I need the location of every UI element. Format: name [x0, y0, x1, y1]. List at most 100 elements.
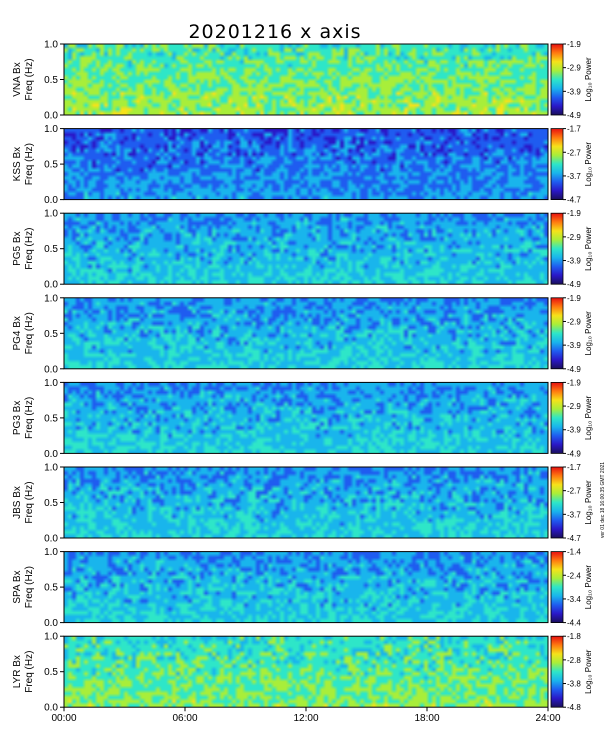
colorbar-tick-label: -4.9 [567, 280, 581, 289]
panel-kss: 0.0 0.5 1.0 KSS Bx Freq (Hz) -1.7 -2.7 -3.7 -4.7… [12, 124, 593, 206]
y-axis-station-label: PG4 Bx [12, 316, 23, 350]
y-tick-label: 1.0 [44, 378, 58, 389]
colorbar-tick-label: -3.9 [567, 341, 581, 350]
spectrogram-image [64, 551, 548, 623]
spectrogram-image [64, 44, 548, 115]
colorbar-label: Log₁₀ Power [584, 480, 593, 525]
y-tick-label: 1.0 [44, 632, 58, 643]
colorbar-tick-label: -3.9 [567, 426, 581, 435]
y-tick-label: 0.0 [44, 280, 58, 291]
colorbar-tick-label: -1.9 [567, 209, 581, 218]
y-tick-label: 0.5 [44, 75, 58, 86]
colorbar-tick-label: -1.9 [567, 378, 581, 387]
colorbar-tick-label: -2.9 [567, 233, 581, 242]
colorbar-tick-label: -2.9 [567, 317, 581, 326]
colorbar-tick-label: -2.8 [567, 656, 581, 665]
colorbar-tick-label: -2.9 [567, 64, 581, 73]
y-tick-label: 1.0 [44, 124, 58, 135]
colorbar [550, 43, 564, 116]
colorbar-tick-label: -4.7 [567, 196, 581, 205]
colorbar-tick-label: -2.7 [567, 487, 581, 496]
y-axis-station-label: PG3 Bx [12, 401, 23, 435]
colorbar-tick-label: -4.9 [567, 111, 581, 120]
colorbar-tick-label: -1.9 [567, 294, 581, 303]
y-tick-label: 1.0 [44, 293, 58, 304]
y-axis-freq-label: Freq (Hz) [24, 58, 35, 100]
colorbar-tick-label: -4.9 [567, 365, 581, 374]
y-tick-label: 0.5 [44, 413, 58, 424]
panel-pg3: 0.0 0.5 1.0 PG3 Bx Freq (Hz) -1.9 -2.9 -3.9 -4.9… [12, 378, 593, 460]
colorbar-tick-label: -4.8 [567, 703, 581, 712]
y-axis-freq-label: Freq (Hz) [24, 397, 35, 439]
colorbar-tick-label: -3.9 [567, 87, 581, 96]
colorbar-tick-label: -3.4 [567, 595, 581, 604]
y-axis-freq-label: Freq (Hz) [24, 481, 35, 523]
y-tick-label: 0.0 [44, 449, 58, 460]
y-tick-label: 0.0 [44, 534, 58, 545]
y-axis-station-label: SPA Bx [12, 571, 23, 604]
colorbar-tick-label: -1.4 [567, 548, 581, 557]
y-tick-label: 0.0 [44, 618, 58, 629]
colorbar-label: Log₁₀ Power [584, 142, 593, 187]
spectrogram-image [64, 213, 548, 285]
y-axis-station-label: JBS Bx [12, 486, 23, 519]
x-tick-label: 18:00 [414, 713, 439, 724]
y-axis-station-label: LYR Bx [12, 655, 23, 688]
colorbar-label: Log₁₀ Power [584, 311, 593, 356]
x-tick-label: 12:00 [293, 713, 318, 724]
y-tick-label: 0.0 [44, 364, 58, 375]
y-axis-station-label: KSS Bx [12, 147, 23, 181]
colorbar-label: Log₁₀ Power [584, 57, 593, 102]
colorbar-tick-label: -1.7 [567, 463, 581, 472]
spectrogram-image [64, 297, 548, 369]
panel-vna: 0.0 0.5 1.0 VNA Bx Freq (Hz) -1.9 -2.9 -3.9 -4.9… [12, 40, 593, 122]
y-axis-freq-label: Freq (Hz) [24, 143, 35, 185]
spectrogram-image [64, 467, 548, 538]
spectrogram-image [64, 382, 548, 454]
colorbar [550, 381, 564, 454]
colorbar [550, 297, 564, 370]
y-tick-label: 1.0 [44, 463, 58, 474]
y-axis-freq-label: Freq (Hz) [24, 566, 35, 608]
panel-jbs: 0.0 0.5 1.0 JBS Bx Freq (Hz) -1.7 -2.7 -3.7 -4.7… [12, 463, 593, 545]
y-tick-label: 0.0 [44, 111, 58, 122]
colorbar-tick-label: -4.9 [567, 449, 581, 458]
y-tick-label: 0.0 [44, 703, 58, 714]
colorbar [550, 212, 564, 285]
colorbar-tick-label: -1.8 [567, 632, 581, 641]
colorbar-tick-label: -2.7 [567, 148, 581, 157]
y-tick-label: 0.5 [44, 583, 58, 594]
y-tick-label: 0.5 [44, 329, 58, 340]
colorbar-tick-label: -3.8 [567, 680, 581, 689]
colorbar-tick-label: -3.7 [567, 172, 581, 181]
x-tick-label: 00:00 [51, 713, 76, 724]
colorbar [550, 551, 564, 623]
y-tick-label: 0.5 [44, 244, 58, 255]
colorbar-label: Log₁₀ Power [584, 649, 593, 694]
panel-lyr: 0.0 0.5 1.0 LYR Bx Freq (Hz) -1.8 -2.8 -3.8 -4.8… [12, 632, 593, 714]
y-tick-label: 1.0 [44, 547, 58, 558]
colorbar-tick-label: -2.9 [567, 402, 581, 411]
colorbar-tick-label: -4.4 [567, 619, 581, 628]
colorbar-tick-label: -3.9 [567, 257, 581, 266]
colorbar-label: Log₁₀ Power [584, 395, 593, 440]
colorbar-tick-label: -2.4 [567, 571, 581, 580]
colorbar-tick-label: -1.7 [567, 125, 581, 134]
colorbar-tick-label: -1.9 [567, 40, 581, 49]
x-tick-label: 24:00 [535, 713, 560, 724]
y-tick-label: 1.0 [44, 209, 58, 220]
panel-pg4: 0.0 0.5 1.0 PG4 Bx Freq (Hz) -1.9 -2.9 -3.9 -4.9… [12, 293, 593, 375]
y-axis-station-label: PG5 Bx [12, 231, 23, 265]
y-tick-label: 1.0 [44, 40, 58, 51]
y-axis-freq-label: Freq (Hz) [24, 228, 35, 270]
y-tick-label: 0.5 [44, 498, 58, 509]
colorbar-label: Log₁₀ Power [584, 226, 593, 271]
colorbar-tick-label: -3.7 [567, 510, 581, 519]
x-axis: 00:00 06:00 12:00 18:00 24:00 [51, 707, 561, 724]
y-axis-station-label: VNA Bx [12, 62, 23, 96]
x-tick-label: 06:00 [172, 713, 197, 724]
side-note: ver 01 dec 18 16:00:35 GMT 2021 [600, 462, 606, 538]
spectrogram-image [64, 636, 548, 708]
